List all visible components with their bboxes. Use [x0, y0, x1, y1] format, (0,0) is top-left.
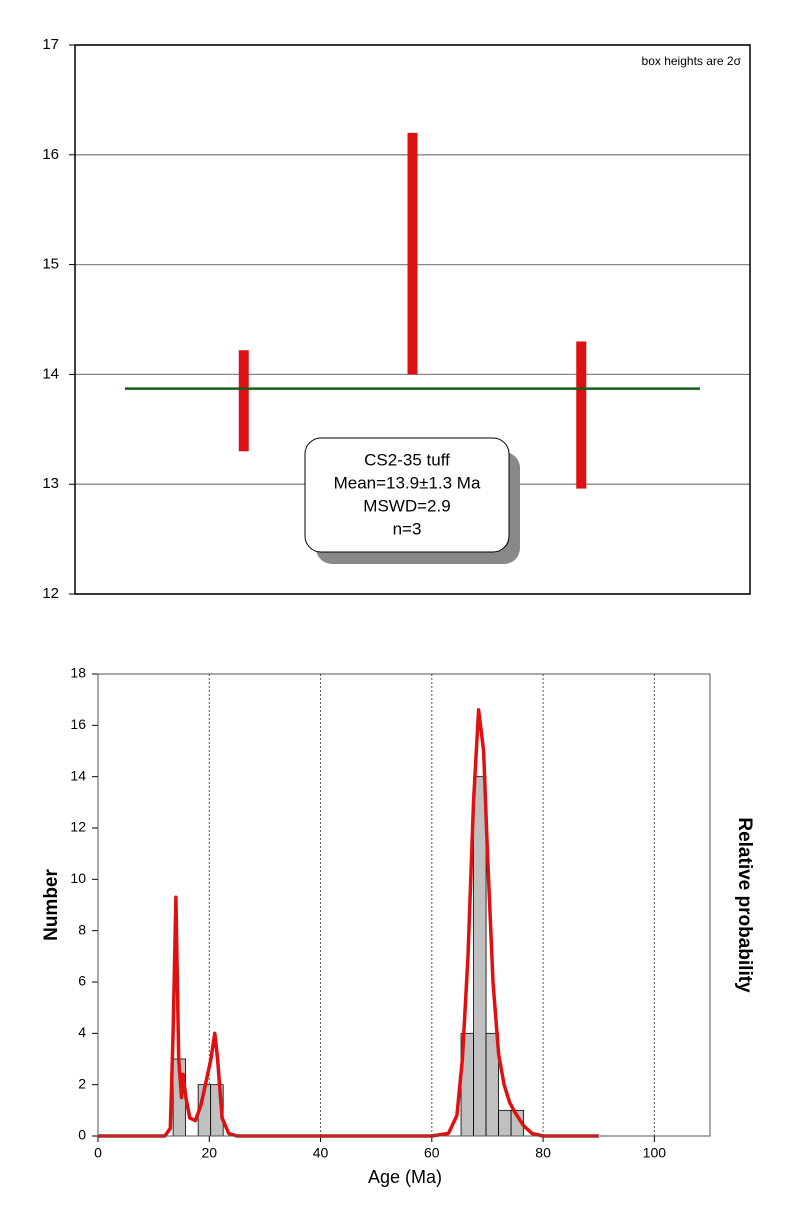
y-tick-label: 17 [42, 36, 59, 53]
y-tick-label: 15 [42, 256, 59, 273]
x-tick-label: 0 [94, 1145, 102, 1161]
y-tick-label: 0 [78, 1127, 86, 1143]
x-tick-label: 80 [535, 1145, 551, 1161]
y-tick-label: 4 [78, 1024, 86, 1040]
x-axis-label: Age (Ma) [368, 1167, 442, 1187]
annotation-text: MSWD=2.9 [363, 496, 450, 515]
y-tick-label: 12 [42, 585, 59, 602]
annotation-text: CS2-35 tuff [364, 450, 450, 469]
annotation-box [304, 437, 510, 553]
y-tick-label: 18 [70, 665, 86, 681]
x-tick-label: 100 [643, 1145, 667, 1161]
y-tick-label: 16 [70, 716, 86, 732]
plot-frame [97, 673, 711, 1137]
note: box heights are 2σ [642, 54, 742, 68]
plot-frame [74, 44, 751, 595]
probability-curve [98, 708, 599, 1138]
x-tick-label: 40 [313, 1145, 329, 1161]
y-tick-label: 10 [70, 870, 86, 886]
y-axis-label: Number [41, 869, 62, 941]
y-tick-label: 12 [70, 819, 86, 835]
error-box [407, 132, 418, 375]
y2-axis-label: Relative probability [734, 817, 755, 993]
histogram-bar [473, 776, 487, 1137]
y-tick-label: 14 [42, 365, 59, 382]
y-tick-label: 16 [42, 146, 59, 163]
error-box [576, 341, 587, 489]
x-tick-label: 60 [424, 1145, 440, 1161]
y-tick-label: 14 [70, 767, 86, 783]
annotation-text: n=3 [393, 519, 422, 538]
x-tick-label: 20 [201, 1145, 217, 1161]
y-tick-label: 13 [42, 475, 59, 492]
histogram-bar [498, 1109, 512, 1137]
annotation-text: Mean=13.9±1.3 Ma [334, 473, 481, 492]
y-tick-label: 6 [78, 973, 86, 989]
error-box [238, 350, 249, 452]
y-tick-label: 8 [78, 921, 86, 937]
y-tick-label: 2 [78, 1075, 86, 1091]
